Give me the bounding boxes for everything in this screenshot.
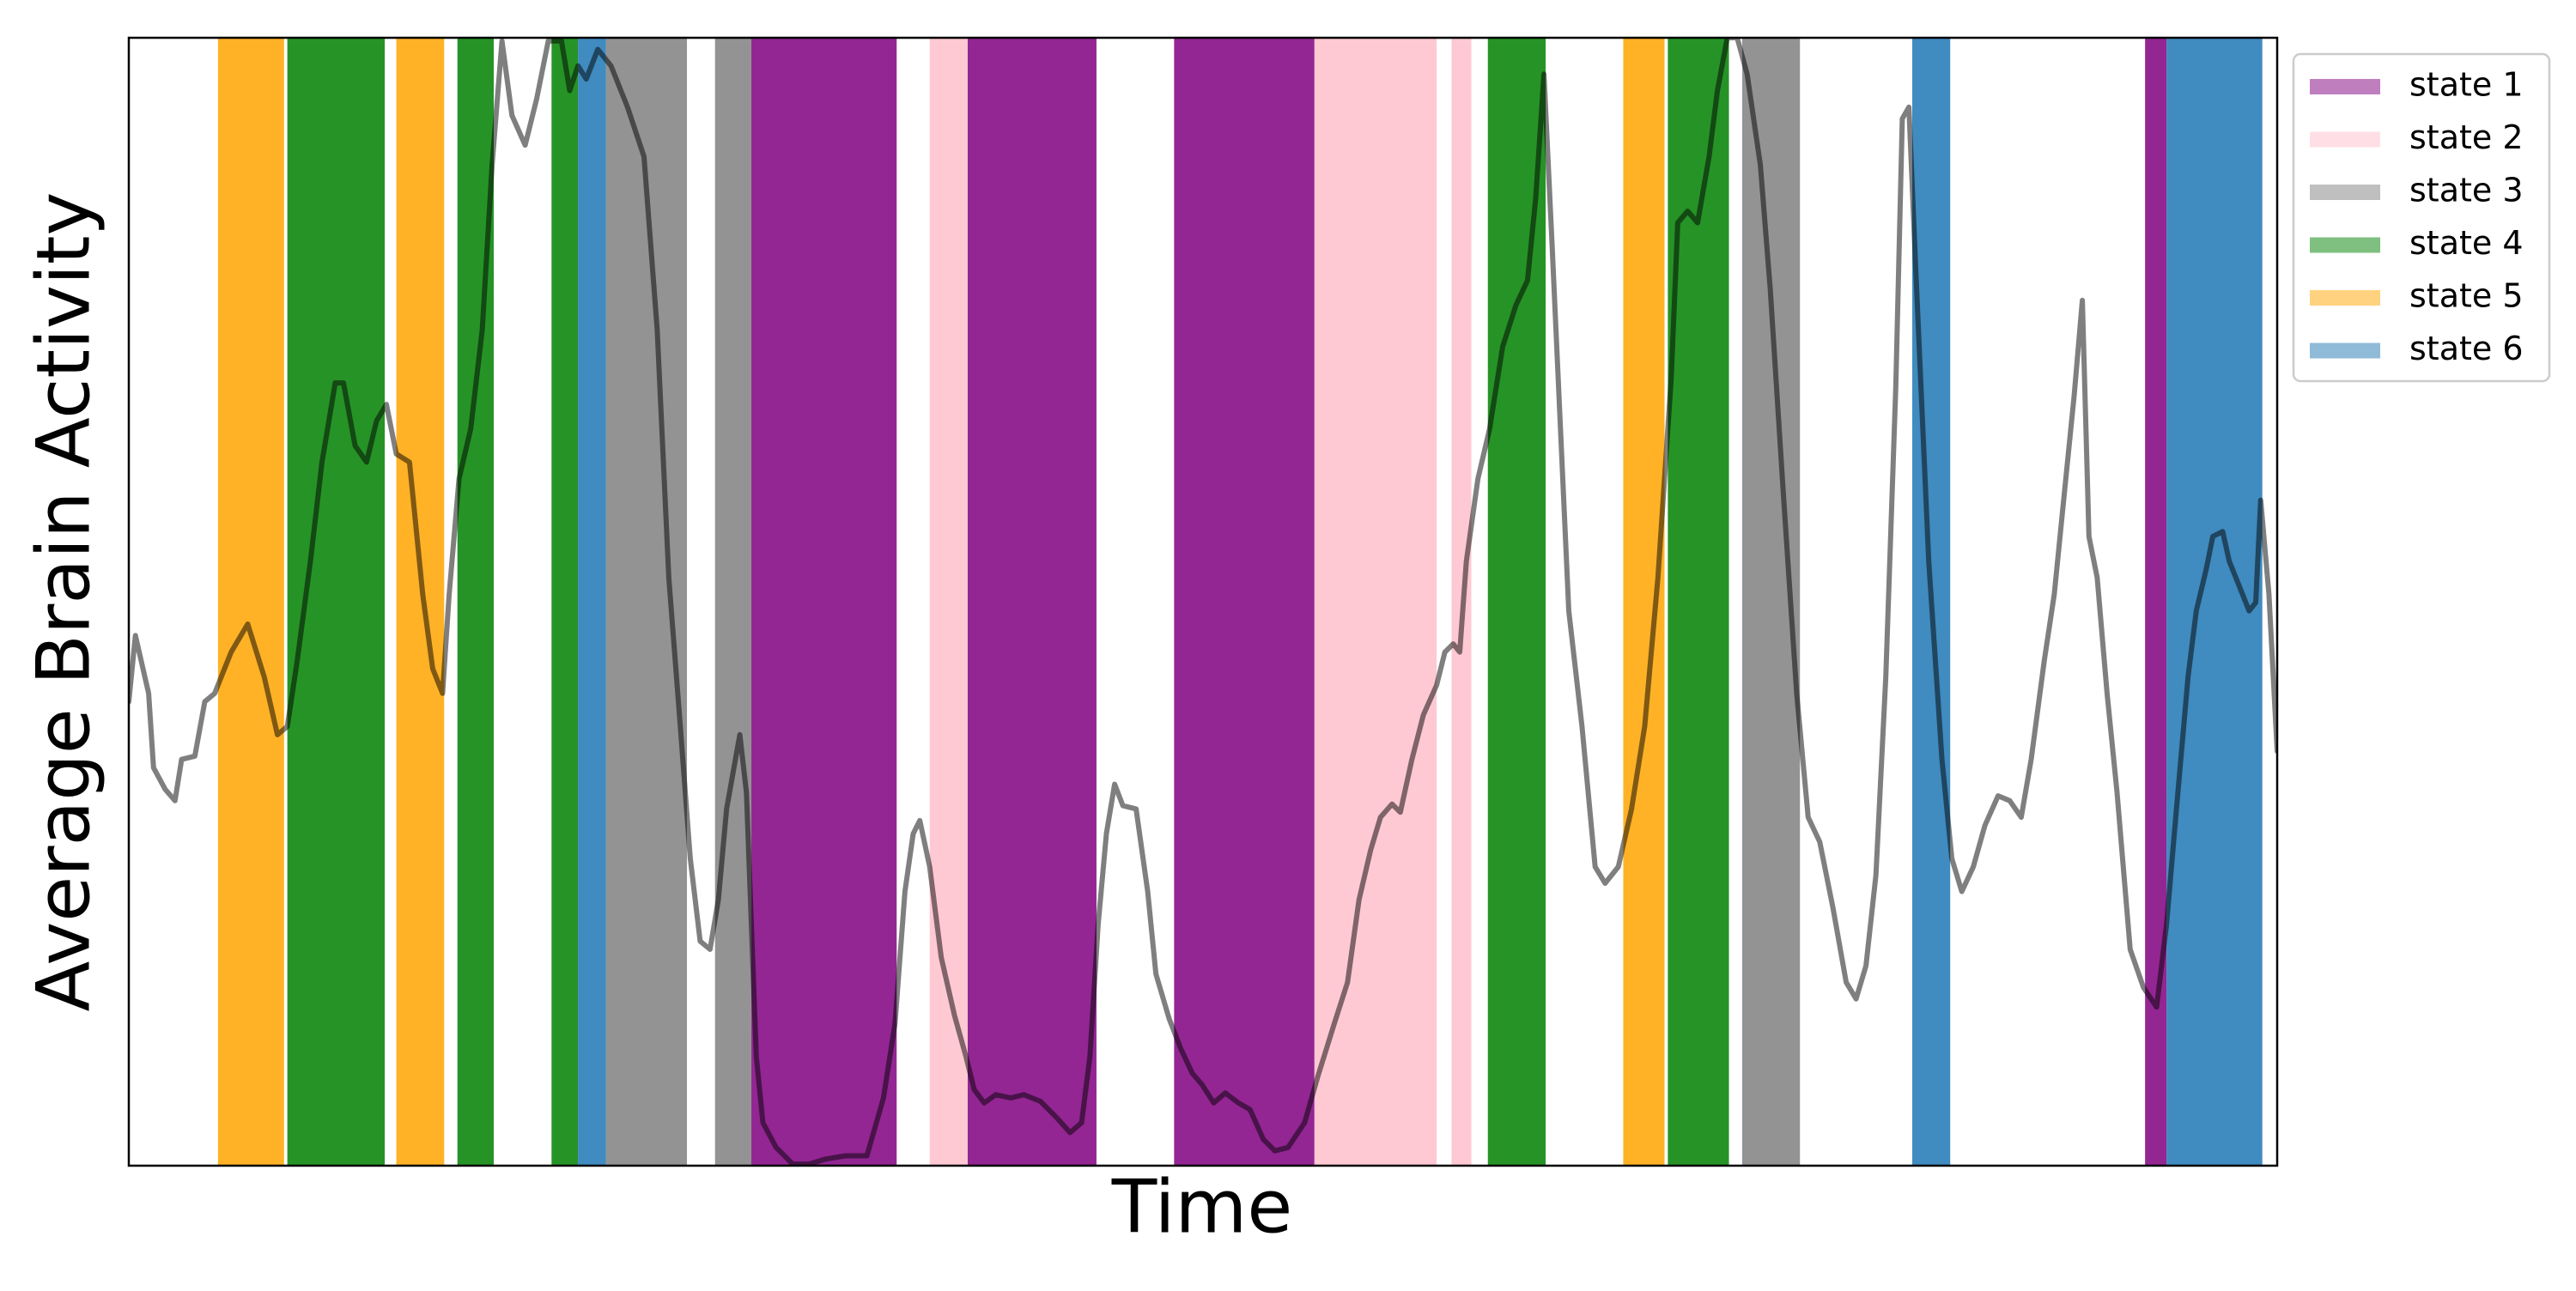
state-band — [551, 38, 579, 1166]
state-band — [605, 38, 688, 1166]
state-band — [2145, 38, 2167, 1166]
legend: state 1 state 2 state 3 state 4 state 5 state… — [2292, 52, 2551, 383]
state-band — [751, 38, 897, 1166]
state-bands — [217, 38, 2263, 1166]
legend-label: state 5 — [2409, 277, 2524, 315]
state-band — [217, 38, 284, 1166]
state-band — [287, 38, 386, 1166]
legend-swatch — [2310, 237, 2380, 253]
legend-label: state 6 — [2409, 330, 2524, 367]
state-band — [396, 38, 445, 1166]
legend-swatch — [2310, 290, 2380, 306]
legend-swatch — [2310, 342, 2380, 359]
plot-frame — [127, 36, 2279, 1167]
state-band — [578, 38, 606, 1166]
y-axis-label: Average Brain Activity — [21, 192, 106, 1012]
activity-line — [129, 38, 2277, 1166]
legend-label: state 1 — [2409, 66, 2524, 104]
x-axis-label: Time — [1111, 1164, 1292, 1250]
legend-label: state 2 — [2409, 118, 2524, 156]
legend-swatch — [2310, 79, 2380, 94]
state-band — [1314, 38, 1437, 1166]
state-band — [929, 38, 968, 1166]
legend-swatch — [2310, 185, 2380, 200]
legend-label: state 4 — [2409, 224, 2524, 262]
legend-label: state 3 — [2409, 172, 2524, 209]
legend-swatch — [2310, 131, 2380, 148]
line-layer — [129, 38, 2277, 1166]
state-band — [1174, 38, 1315, 1166]
state-band — [714, 38, 752, 1166]
state-band — [967, 38, 1097, 1166]
state-band — [1487, 38, 1546, 1166]
